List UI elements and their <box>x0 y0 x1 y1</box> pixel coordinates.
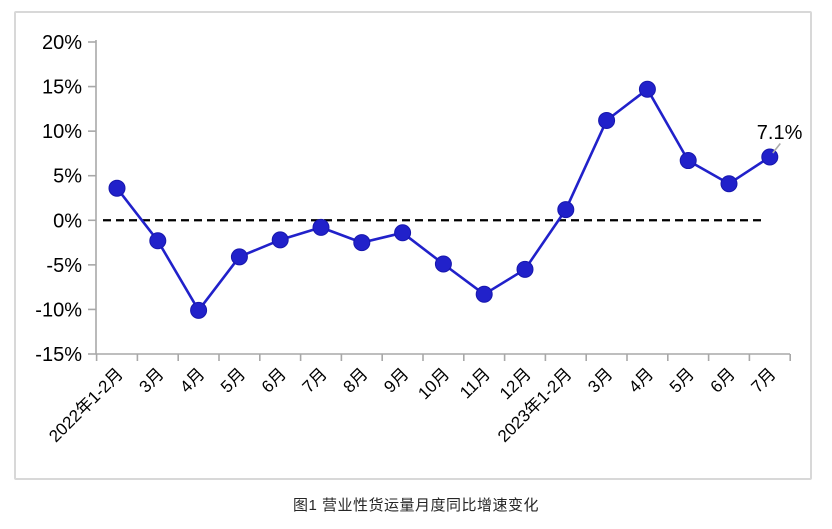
data-point-marker <box>230 248 248 266</box>
x-tick-label: 4月 <box>176 364 208 396</box>
data-point-marker <box>394 224 412 242</box>
data-line <box>115 87 772 312</box>
x-tick-label: 5月 <box>666 364 698 396</box>
x-tick-label: 11月 <box>456 364 494 402</box>
line-chart: 20%15%10%5%0%-5%-10%-15%2022年1-2月 3月 4月 5月 6… <box>35 32 803 446</box>
y-tick-label: -10% <box>35 299 82 321</box>
x-tick-label: 6月 <box>707 364 739 396</box>
data-point-marker <box>190 301 208 319</box>
y-tick-label: 5% <box>53 166 82 188</box>
data-point-marker <box>679 152 697 170</box>
x-tick-label: 7月 <box>299 364 331 396</box>
x-tick-label: 4月 <box>625 364 657 396</box>
data-point-marker <box>761 148 779 166</box>
y-tick-label: 15% <box>42 77 82 99</box>
x-tick-label: 6月 <box>258 364 290 396</box>
data-point-marker <box>312 218 330 236</box>
data-point-marker <box>720 175 738 193</box>
x-tick-label: 9月 <box>380 364 412 396</box>
x-tick-label: 2022年1-2月 <box>45 364 127 446</box>
data-point-marker <box>557 201 575 219</box>
last-point-value-label: 7.1% <box>757 122 803 144</box>
y-tick-label: -5% <box>46 255 82 277</box>
data-point-marker <box>108 179 126 197</box>
data-point-marker <box>434 255 452 273</box>
x-tick-label: 5月 <box>217 364 249 396</box>
annotation-leader-line <box>772 142 781 154</box>
data-point-marker <box>516 260 534 278</box>
figure-caption: 图1 营业性货运量月度同比增速变化 <box>292 497 539 514</box>
x-tick-label: 8月 <box>339 364 371 396</box>
data-point-marker <box>149 232 167 250</box>
data-point-marker <box>271 231 289 249</box>
x-tick-label: 2023年1-2月 <box>494 364 576 446</box>
x-tick-label: 3月 <box>584 364 616 396</box>
x-tick-label: 10月 <box>414 364 453 403</box>
y-tick-label: 20% <box>42 32 82 54</box>
chart-box: 20% 15% 10% 5% 0% -5% -10% -15% 2022年1-2月 3月 4月 5月 6… <box>14 11 812 480</box>
data-point-marker <box>475 285 493 303</box>
x-tick-label: 7月 <box>747 364 779 396</box>
y-tick-label: -15% <box>35 344 82 366</box>
data-point-marker <box>353 234 371 252</box>
data-point-marker <box>598 111 616 129</box>
y-tick-label: 0% <box>53 210 82 232</box>
x-tick-label: 3月 <box>135 364 167 396</box>
data-point-marker <box>638 80 656 98</box>
y-tick-label: 10% <box>42 121 82 143</box>
